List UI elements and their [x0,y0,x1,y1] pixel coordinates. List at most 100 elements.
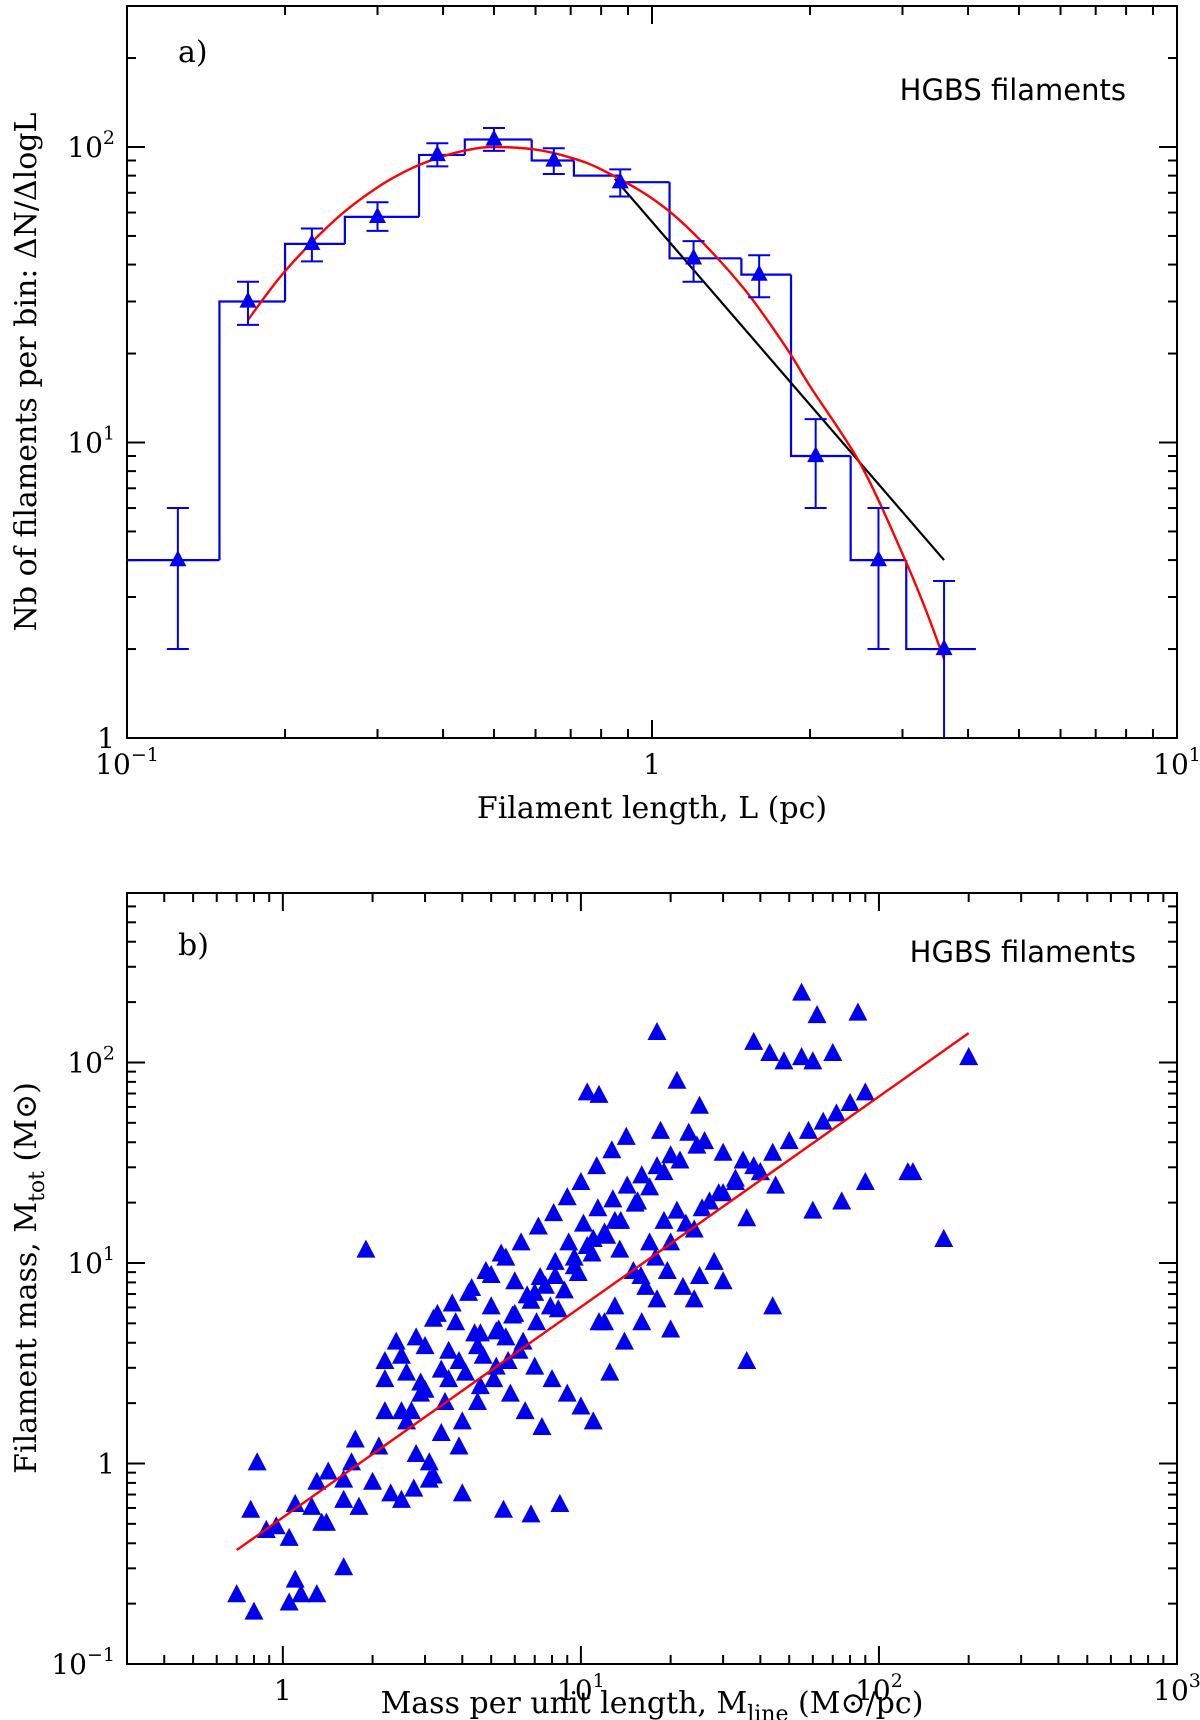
scatter-point-triangle [312,1512,332,1531]
histogram-bin [218,300,286,561]
histogram-bin [530,139,574,162]
data-point-triangle [428,144,446,162]
scatter-point-triangle [532,1416,552,1436]
scatter-point-triangle [554,1280,574,1299]
scatter-point-triangle [848,1002,868,1021]
scatter-point-triangle [397,1411,417,1430]
panel-b-x-tick-label: 101 [557,1670,605,1707]
panel-a-x-axis-title: Filament length, L (pc) [477,791,827,826]
scatter-point-triangle [798,1120,818,1139]
scatter-point-triangle [302,1496,322,1515]
scatter-point-triangle [661,1145,681,1164]
panel-a-y-tick-label: 101 [67,422,115,459]
data-point-triangle [611,172,629,189]
scatter-point-triangle [349,1496,369,1515]
scatter-point-triangle [704,1251,724,1270]
scatter-point-triangle [500,1383,520,1402]
histogram-bin [572,160,621,177]
scatter-point-triangle [545,1265,565,1284]
scatter-point-triangle [334,1489,354,1508]
scatter-point-triangle [442,1293,462,1312]
scatter-point-triangle [617,1175,637,1194]
scatter-point-triangle [573,1213,593,1232]
scatter-point-triangle [486,1321,506,1340]
scatter-point-triangle [484,1369,504,1388]
panel-b: 1 101 102 103 10−1 1 101 102 b) HGBS filaments … [9,892,1200,1720]
scatter-point-triangle [792,1047,812,1066]
scatter-point-triangle [807,1005,827,1024]
scatter-point-triangle [713,1142,733,1161]
panel-b-y-tick-label: 10−1 [51,1644,115,1681]
panel-b-y-tick-label: 1 [97,1447,115,1480]
scatter-point-triangle [690,1095,710,1114]
scatter-point-triangle [470,1376,490,1395]
scatter-point-triangle [291,1584,311,1603]
panel-b-text: b) HGBS filaments Mass per unit length, … [9,928,1136,1720]
data-point-triangle [545,150,563,167]
scatter-point-triangle [640,1177,660,1196]
scatter-point-triangle [646,1247,666,1266]
scatter-point-triangle [583,1411,603,1430]
scatter-point-triangle [397,1362,417,1381]
scatter-point-triangle [449,1436,469,1455]
scatter-point-triangle [356,1239,376,1258]
panel-b-y-axis-title-main: Filament mass, M [9,1202,44,1474]
histogram-bin [619,175,670,184]
data-point-triangle [807,446,825,463]
scatter-point-triangle [647,1021,667,1041]
scatter-point-triangle [375,1401,395,1420]
scatter-point-triangle [744,1031,764,1050]
scatter-point-triangle [603,1189,623,1208]
scatter-point-triangle [587,1156,607,1175]
panel-a-label: a) [178,35,208,70]
scatter-point-triangle [241,1499,261,1518]
scatter-point-triangle [542,1369,562,1388]
scatter-point-triangle [334,1469,354,1488]
scatter-point-triangle [670,1150,690,1169]
data-point-triangle [485,129,503,146]
scatter-point-triangle [446,1312,466,1331]
scatter-point-triangle [792,982,812,1001]
scatter-point-triangle [285,1569,305,1588]
panel-a-plot-area [127,126,976,738]
scatter-point-triangle [823,1042,843,1062]
data-point-triangle [750,264,768,281]
scatter-point-triangle [651,1120,671,1139]
panel-b-frame [126,892,1178,1665]
scatter-point-triangle [597,1225,617,1244]
scatter-point-triangle [588,1198,608,1217]
panel-a-legend: HGBS filaments [900,73,1126,107]
scatter-point-triangle [713,1271,733,1290]
histogram-bin [849,456,907,562]
scatter-point-triangle [345,1429,365,1448]
data-point-triangle [169,550,187,567]
histogram-bin [740,258,792,276]
scatter-point-triangle [840,1092,860,1111]
scatter-point-triangle [481,1296,501,1315]
scatter-point-triangle [733,1150,753,1169]
panel-b-x-axis-title: Mass per unit length, Mline (M⊙/pc) [381,1686,924,1720]
scatter-point-triangle [640,1232,660,1251]
panel-b-y-axis-title: Filament mass, Mtot (M⊙) [9,1082,50,1474]
panel-b-x-tick-label: 103 [1153,1670,1200,1707]
panel-b-y-tick-label: 102 [67,1042,115,1079]
scatter-point-triangle [391,1345,411,1364]
scatter-point-triangle [667,1200,687,1219]
scatter-point-triangle [515,1401,535,1420]
panel-b-x-axis-title-tail: (M⊙/pc) [788,1686,923,1720]
scatter-point-triangle [505,1271,525,1290]
scatter-point-triangle [375,1369,395,1388]
scatter-point-triangle [307,1584,327,1603]
data-point-triangle [869,550,887,567]
scatter-point-triangle [632,1312,652,1331]
scatter-point-triangle [763,1142,783,1161]
scatter-point-triangle [709,1183,729,1202]
scatter-point-triangle [285,1493,305,1512]
scatter-point-triangle [568,1262,588,1281]
scatter-point-triangle [404,1478,424,1497]
scatter-point-triangle [544,1203,564,1222]
histogram-bin [343,215,420,244]
scatter-point-triangle [614,1331,634,1350]
scatter-point-triangle [832,1191,852,1210]
